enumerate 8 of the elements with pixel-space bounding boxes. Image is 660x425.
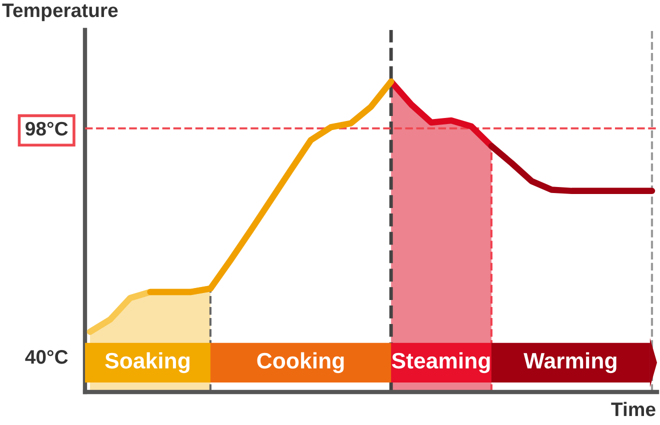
x-axis-title: Time [611, 402, 656, 416]
y-tick-label: 40°C [25, 350, 68, 364]
annotation: Warming [524, 352, 616, 374]
annotation: Soaking [105, 352, 190, 374]
y-tick-label: 98°C [26, 122, 68, 136]
annotation: Cooking [257, 352, 344, 374]
annotation: Steaming [392, 352, 490, 374]
y-axis-title: Temperature [2, 4, 118, 22]
